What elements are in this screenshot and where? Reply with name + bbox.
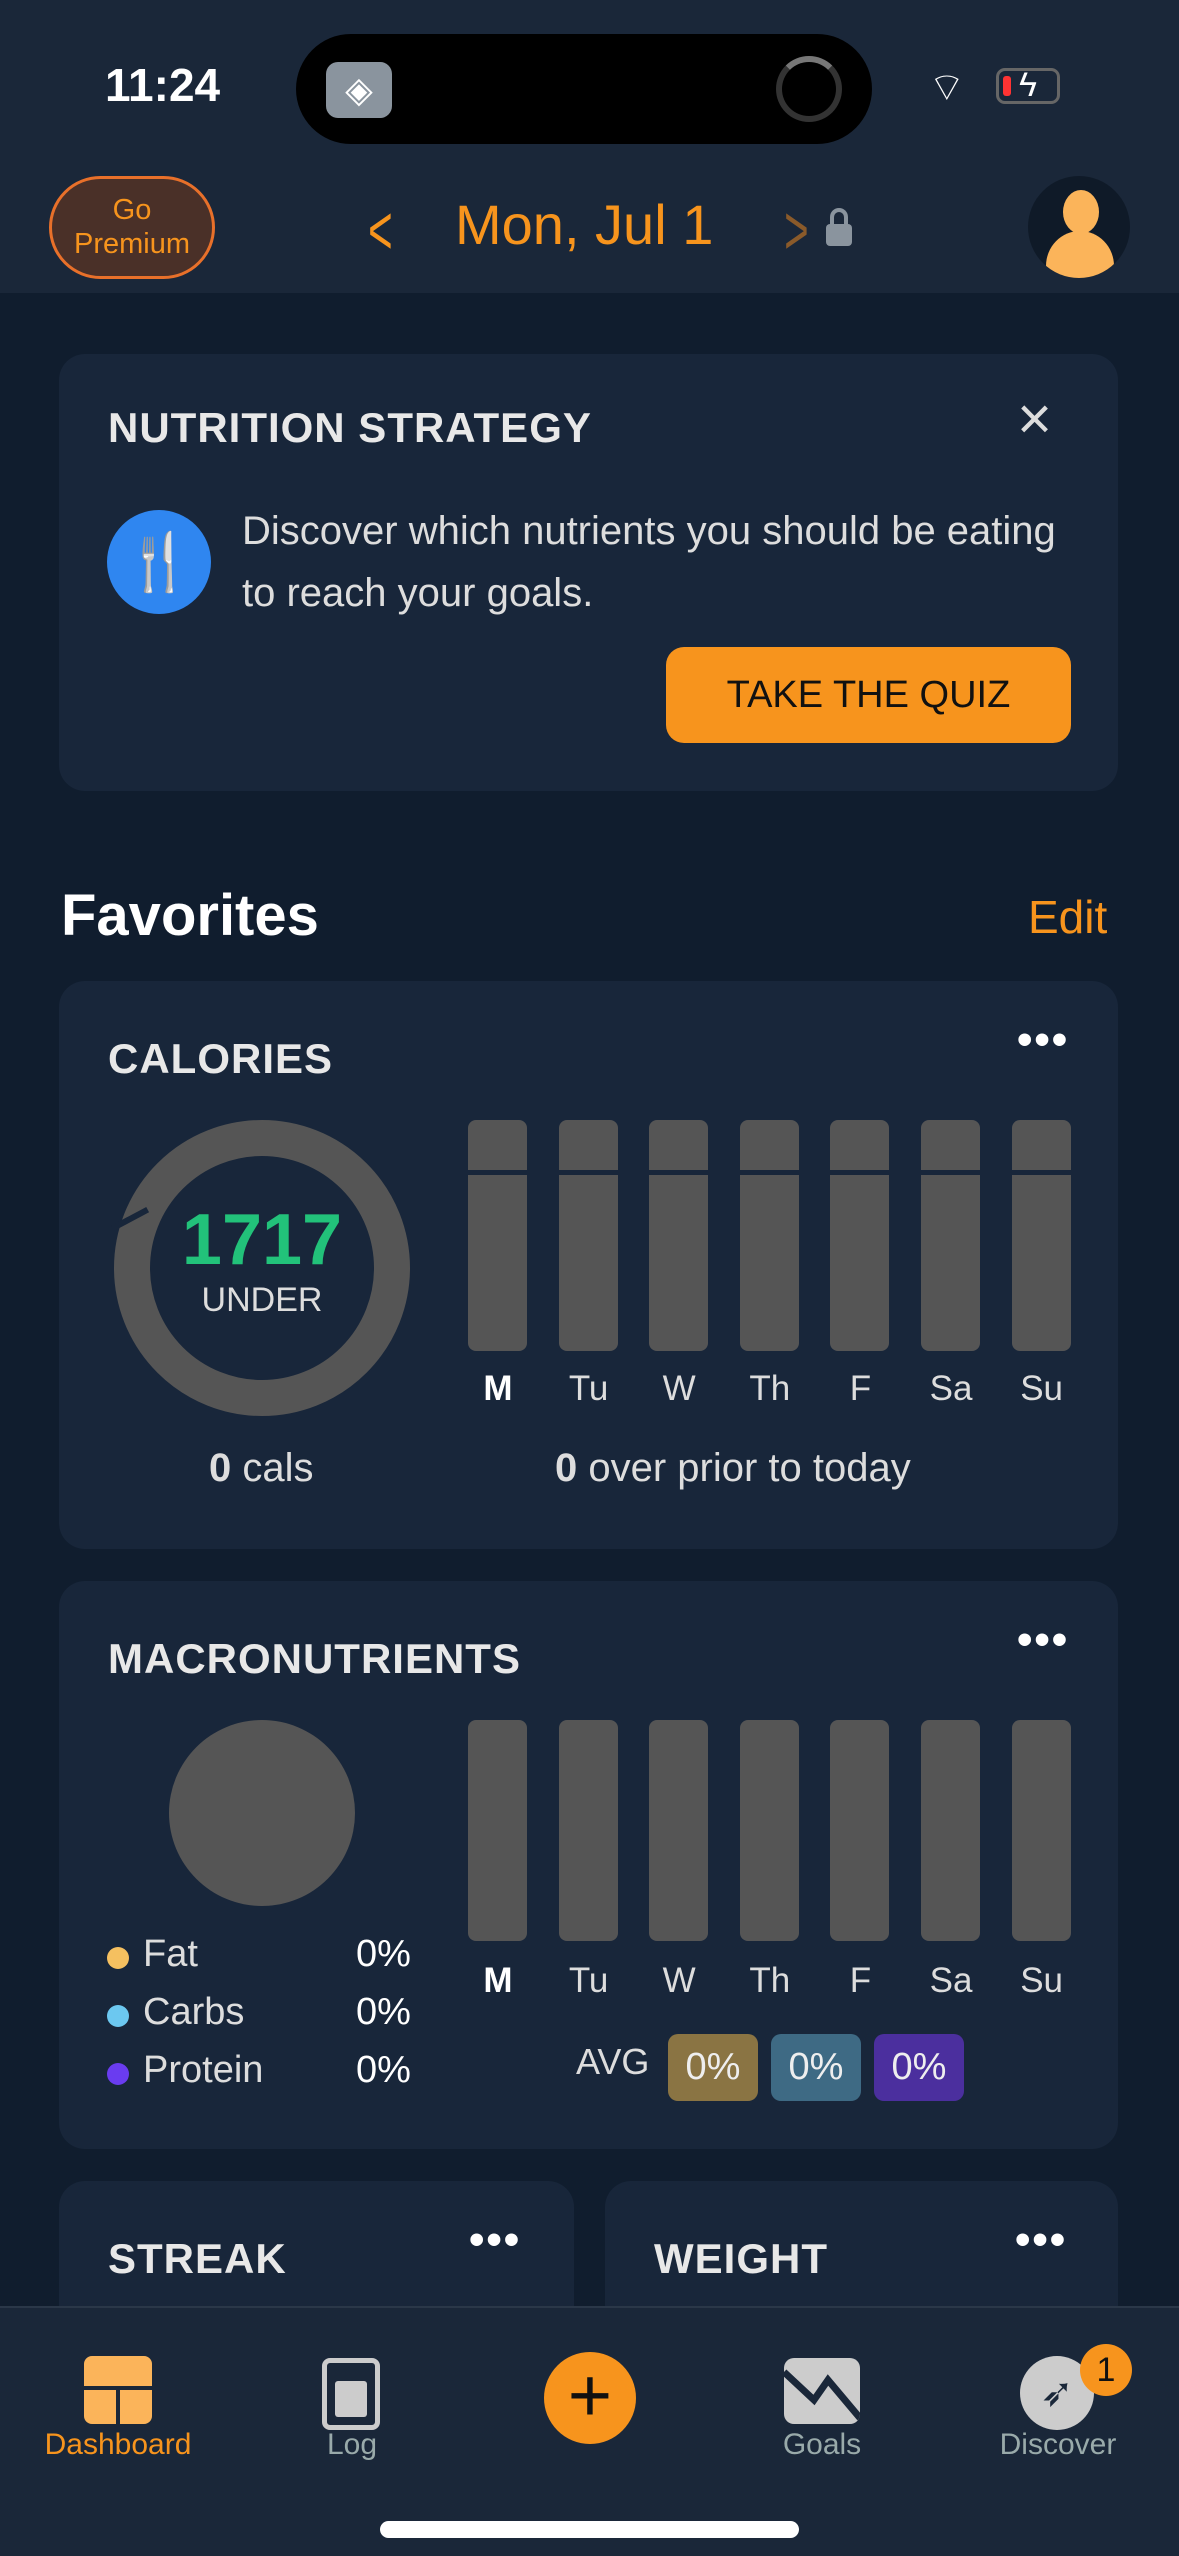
macro-day-bar[interactable] [1011,1720,1071,1941]
tab-discover[interactable]: Discover [999,2428,1117,2461]
macro-day-bar[interactable] [649,1720,709,1941]
goal-line [468,1170,527,1175]
close-icon[interactable]: × [1017,385,1053,452]
macro-day-bar[interactable] [830,1720,890,1941]
discover-compass-icon: ➶ [1020,2356,1094,2430]
tab-bar: Dashboard Log + Goals ➶ 1 Discover [0,2306,1179,2556]
status-time: 11:24 [105,59,221,111]
goal-line [558,1170,618,1175]
more-icon[interactable]: ••• [1017,1615,1070,1664]
goal-line [649,1170,709,1175]
avg-label: AVG [576,2041,650,2082]
calorie-day-bar[interactable] [468,1120,527,1351]
lock-icon [826,208,852,246]
day-label: Sa [929,1369,973,1408]
goals-chart-icon [784,2358,860,2424]
card-title: STREAK [108,2235,287,2282]
calories-card[interactable]: CALORIES ••• 1717 UNDER 0 cals 0 over pr… [59,981,1118,1549]
macro-day-bar[interactable] [921,1720,980,1941]
card-title: CALORIES [108,1035,334,1082]
more-icon[interactable]: ••• [1015,2215,1068,2264]
dashboard-icon [84,2356,152,2424]
tab-dashboard[interactable]: Dashboard [44,2428,192,2461]
card-title: MACRONUTRIENTS [108,1635,521,1682]
legend-dot [107,2063,129,2085]
macro-day-bar[interactable] [739,1720,799,1941]
day-label: W [662,1369,696,1408]
macronutrients-card[interactable]: MACRONUTRIENTS ••• Fat 0% Carbs 0% Protein 0%… [59,1581,1118,2149]
avg-pill: 0% [874,2034,964,2101]
card-title: NUTRITION STRATEGY [108,404,592,451]
add-button[interactable]: + [544,2352,636,2444]
progress-ring-icon [776,56,842,122]
avg-pill: 0% [771,2034,861,2101]
discover-badge: 1 [1080,2344,1132,2396]
day-label: F [849,1961,872,2000]
legend-value: 0% [356,2049,411,2091]
calorie-day-bar[interactable] [739,1120,799,1351]
day-label: Su [1020,1961,1063,2000]
utensils-icon: 🍴 [107,510,211,614]
shortcuts-icon: ◈ [326,62,392,118]
more-icon[interactable]: ••• [469,2215,522,2264]
over-value: 0 [555,1446,578,1490]
day-label: Sa [929,1961,973,2000]
go-premium-button[interactable]: Go Premium [49,176,215,279]
goal-line [1011,1170,1071,1175]
over-text: over prior to today [588,1446,911,1490]
legend-value: 0% [356,1991,411,2033]
macro-day-bar[interactable] [468,1720,527,1941]
avg-pill: 0% [668,2034,758,2101]
calorie-day-bar[interactable] [1011,1120,1071,1351]
more-icon[interactable]: ••• [1017,1015,1070,1064]
day-label: M [483,1961,513,2000]
cals-value: 0 [209,1446,232,1490]
goal-line [830,1170,890,1175]
prev-day-button[interactable]: < [368,191,393,269]
wifi-icon: ⌔ [928,66,966,110]
home-indicator [380,2521,799,2538]
day-label: Th [749,1369,791,1408]
cals-unit: cals [242,1446,314,1490]
card-title: WEIGHT [654,2235,828,2282]
battery-icon: ϟ [996,66,1060,104]
calorie-day-bar[interactable] [558,1120,618,1351]
calorie-day-bar[interactable] [649,1120,709,1351]
calorie-day-bar[interactable] [830,1120,890,1351]
log-clipboard-icon [322,2358,380,2430]
goal-line [739,1170,799,1175]
calories-consumed: 0 cals [209,1446,314,1491]
day-label: Tu [568,1961,609,2000]
dynamic-island: ◈ [296,34,872,144]
legend-label: Carbs [143,1991,245,2033]
day-label: M [483,1369,513,1408]
legend-dot [107,2005,129,2027]
favorites-title: Favorites [61,883,319,948]
day-label: Tu [568,1369,609,1408]
legend-label: Fat [143,1933,198,1975]
calorie-day-bar[interactable] [921,1120,980,1351]
nutrition-strategy-card: NUTRITION STRATEGY × 🍴 Discover which nu… [59,354,1118,791]
day-label: W [662,1961,696,2000]
date-label[interactable]: Mon, Jul 1 [455,193,714,256]
calories-remaining-label: UNDER [201,1281,323,1319]
card-text: Discover which nutrients you should be e… [242,509,1056,615]
legend-label: Protein [143,2049,264,2091]
macro-day-bar[interactable] [558,1720,618,1941]
macro-pie [169,1720,355,1906]
profile-avatar[interactable] [1028,176,1130,278]
legend-dot [107,1947,129,1969]
next-day-button[interactable]: > [784,191,809,269]
day-label: Th [749,1961,791,2000]
calories-remaining: 1717 [181,1200,343,1280]
over-summary: 0 over prior to today [555,1446,911,1491]
legend-value: 0% [356,1933,411,1975]
goal-line [921,1170,980,1175]
day-label: F [849,1369,872,1408]
take-quiz-button[interactable]: TAKE THE QUIZ [666,647,1071,743]
tab-goals[interactable]: Goals [782,2428,862,2461]
tab-log[interactable]: Log [326,2428,378,2461]
day-label: Su [1020,1369,1063,1408]
edit-button[interactable]: Edit [1028,891,1108,943]
